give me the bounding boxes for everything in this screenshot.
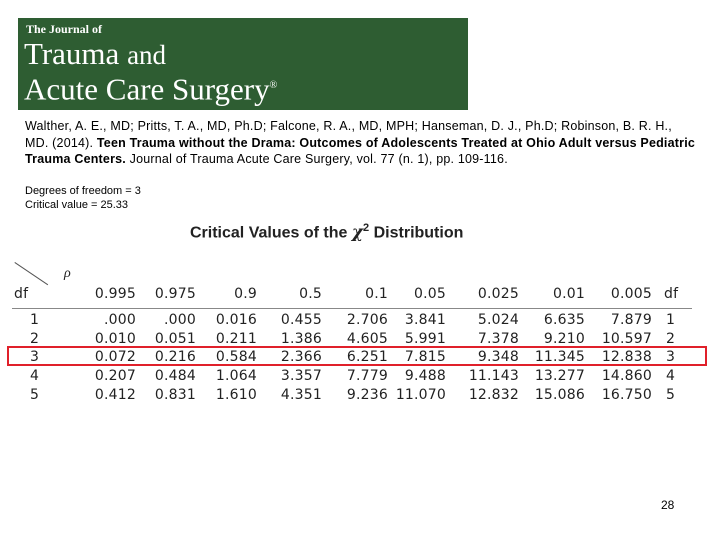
test-statistics: Degrees of freedom = 3 Critical value = … — [25, 184, 141, 212]
table-cell: 0.484 — [154, 368, 196, 384]
table-cell: 10.597 — [601, 331, 652, 347]
chi-symbol: χ — [351, 222, 364, 243]
header-probability: 0.025 — [477, 286, 519, 302]
table-cell: .000 — [104, 312, 136, 328]
table-cell: 7.378 — [477, 331, 519, 347]
journal-logo-banner: The Journal of Trauma and Acute Care Sur… — [18, 18, 468, 110]
journal-logo-line-1: Trauma and — [24, 38, 166, 71]
table-cell: 12.838 — [601, 349, 652, 365]
row-df-right: 3 — [666, 349, 676, 365]
journal-logo-line-2: Acute Care Surgery® — [24, 70, 277, 105]
citation-title: Teen Trauma without the Drama: Outcomes … — [25, 135, 696, 167]
row-df-right: 2 — [666, 331, 676, 347]
table-cell: 2.706 — [346, 312, 388, 328]
table-cell: 1.610 — [215, 387, 257, 403]
row-df-left: 4 — [30, 368, 40, 384]
header-df-left: df — [14, 286, 29, 302]
table-cell: 5.991 — [404, 331, 446, 347]
header-probability: 0.995 — [94, 286, 136, 302]
row-df-left: 1 — [30, 312, 40, 328]
table-title: Critical Values of the χ2 Distribution — [190, 222, 463, 242]
table-cell: 0.051 — [154, 331, 196, 347]
table-cell: 0.584 — [215, 349, 257, 365]
table-cell: 9.210 — [543, 331, 585, 347]
header-df-right: df — [664, 286, 679, 302]
table-title-prefix: Critical Values of the — [190, 224, 348, 242]
header-probability: 0.01 — [553, 286, 585, 302]
highlighted-row-box — [7, 346, 707, 366]
table-header-rule — [12, 308, 692, 309]
table-cell: 1.386 — [280, 331, 322, 347]
table-cell: 12.832 — [468, 387, 519, 403]
journal-logo-top-line: The Journal of — [26, 22, 103, 36]
table-cell: 0.016 — [215, 312, 257, 328]
degrees-of-freedom: Degrees of freedom = 3 — [25, 185, 141, 197]
journal-logo-acute-care-surgery: Acute Care Surgery — [24, 71, 270, 107]
table-cell: 7.879 — [610, 312, 652, 328]
table-title-suffix: Distribution — [373, 224, 464, 242]
table-cell: 16.750 — [601, 387, 652, 403]
table-cell: 7.779 — [346, 368, 388, 384]
table-cell: 0.010 — [94, 331, 136, 347]
page-number: 28 — [661, 498, 675, 512]
row-df-left: 3 — [30, 349, 40, 365]
table-cell: 0.455 — [280, 312, 322, 328]
table-cell: .000 — [164, 312, 196, 328]
header-probability: 0.005 — [610, 286, 652, 302]
table-cell: 9.488 — [404, 368, 446, 384]
citation-source: Journal of Trauma Acute Care Surgery, vo… — [129, 152, 508, 166]
table-cell: 6.635 — [543, 312, 585, 328]
table-cell: 0.207 — [94, 368, 136, 384]
citation-authors: Walther, A. E., MD; Pritts, T. A., MD, P… — [25, 119, 672, 150]
table-cell: 6.251 — [346, 349, 388, 365]
table-cell: 7.815 — [404, 349, 446, 365]
journal-logo-and: and — [127, 40, 167, 70]
table-cell: 4.351 — [280, 387, 322, 403]
probability-label: ρ — [64, 266, 71, 281]
table-cell: 2.366 — [280, 349, 322, 365]
row-df-right: 1 — [666, 312, 676, 328]
table-cell: 15.086 — [534, 387, 585, 403]
table-cell: 11.143 — [468, 368, 519, 384]
table-cell: 3.841 — [404, 312, 446, 328]
table-cell: 0.831 — [154, 387, 196, 403]
header-probability: 0.05 — [414, 286, 446, 302]
header-probability: 0.1 — [365, 286, 388, 302]
header-probability: 0.9 — [234, 286, 257, 302]
table-cell: 3.357 — [280, 368, 322, 384]
critical-value: Critical value = 25.33 — [25, 199, 129, 211]
row-df-left: 2 — [30, 331, 40, 347]
table-cell: 11.345 — [534, 349, 585, 365]
table-cell: 0.216 — [154, 349, 196, 365]
registered-mark: ® — [269, 80, 278, 91]
table-cell: 14.860 — [601, 368, 652, 384]
table-cell: 4.605 — [346, 331, 388, 347]
row-df-left: 5 — [30, 387, 40, 403]
journal-logo-trauma: Trauma — [24, 36, 120, 71]
row-df-right: 5 — [666, 387, 676, 403]
header-diagonal-divider — [14, 262, 49, 286]
chi-power: 2 — [363, 222, 370, 234]
row-df-right: 4 — [666, 368, 676, 384]
citation: Walther, A. E., MD; Pritts, T. A., MD, P… — [25, 118, 695, 168]
header-probability: 0.5 — [299, 286, 322, 302]
header-probability: 0.975 — [154, 286, 196, 302]
table-cell: 0.072 — [94, 349, 136, 365]
table-cell: 13.277 — [534, 368, 585, 384]
table-cell: 0.211 — [215, 331, 257, 347]
table-cell: 5.024 — [477, 312, 519, 328]
table-cell: 9.348 — [477, 349, 519, 365]
table-cell: 9.236 — [346, 387, 388, 403]
table-cell: 11.070 — [395, 387, 446, 403]
table-cell: 1.064 — [215, 368, 257, 384]
table-cell: 0.412 — [94, 387, 136, 403]
